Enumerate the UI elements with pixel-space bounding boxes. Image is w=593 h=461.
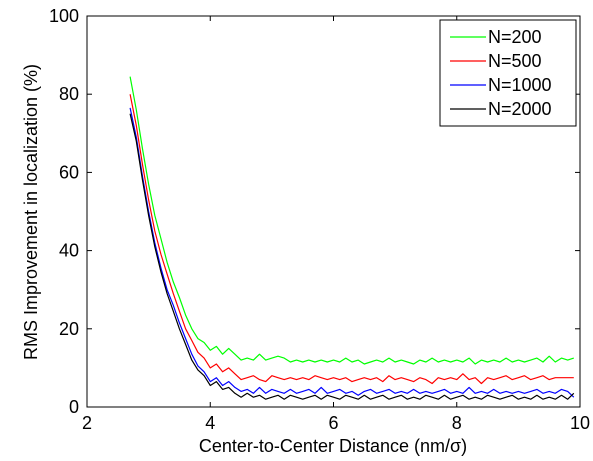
- series-line-n-500: [129, 94, 574, 385]
- axis-ticks: [86, 15, 581, 408]
- y-tick-label: 100: [49, 6, 79, 26]
- series-line-n-200: [129, 76, 574, 365]
- x-tick-label: 8: [452, 413, 462, 433]
- y-tick-label: 20: [59, 319, 79, 339]
- y-tick-label: 60: [59, 162, 79, 182]
- series-line-n-2000: [129, 113, 575, 400]
- legend-label: N=500: [488, 51, 542, 71]
- series-line-n-1000: [129, 107, 575, 398]
- x-tick-label: 10: [570, 413, 590, 433]
- y-tick-label: 80: [59, 84, 79, 104]
- series-lines: [129, 76, 575, 400]
- y-axis-label: RMS Improvement in localization (%): [21, 64, 41, 360]
- x-tick-label: 2: [82, 413, 92, 433]
- y-tick-label: 0: [69, 397, 79, 417]
- x-axis-label: Center-to-Center Distance (nm/σ): [199, 436, 467, 456]
- x-tick-label: 4: [205, 413, 215, 433]
- legend-label: N=2000: [488, 99, 552, 119]
- legend-box: [439, 19, 577, 127]
- legend-label: N=1000: [488, 75, 552, 95]
- x-tick-label: 6: [328, 413, 338, 433]
- legend-label: N=200: [488, 27, 542, 47]
- y-tick-label: 40: [59, 241, 79, 261]
- legend: N=200 N=500 N=1000 N=2000: [439, 19, 577, 127]
